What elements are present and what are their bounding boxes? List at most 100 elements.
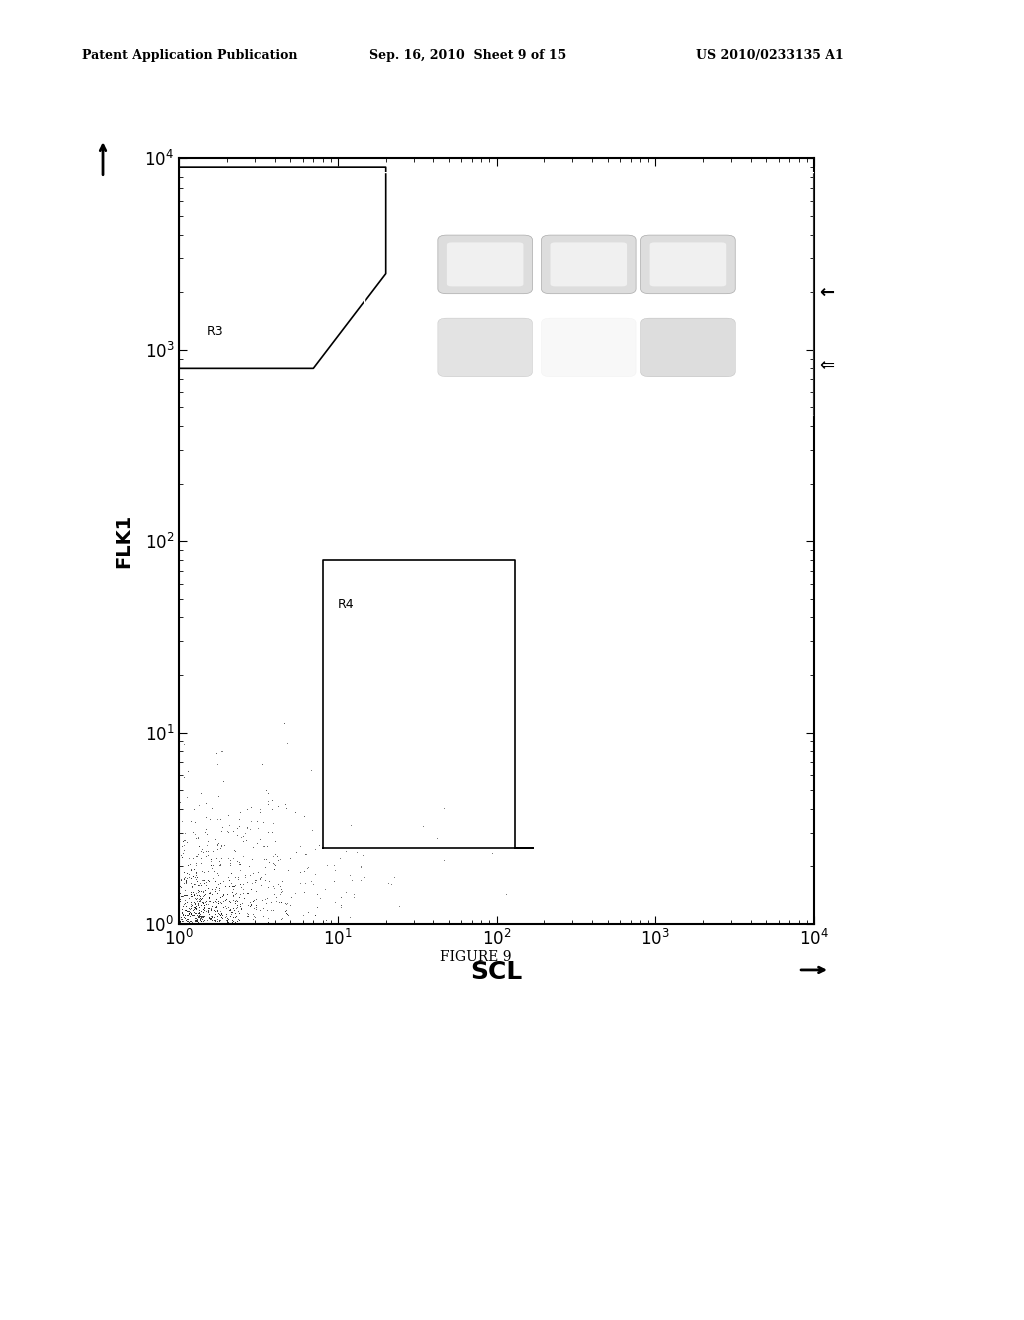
Point <box>205 913 221 935</box>
Point <box>171 876 187 898</box>
Point <box>171 888 187 909</box>
Point <box>171 913 187 935</box>
Point <box>172 908 188 929</box>
Point <box>171 913 187 935</box>
Point <box>171 913 187 935</box>
Point <box>171 879 187 900</box>
Point <box>171 913 187 935</box>
Point <box>188 913 205 935</box>
Point <box>252 913 268 935</box>
Point <box>171 913 187 935</box>
Point <box>256 913 272 935</box>
Point <box>203 913 219 935</box>
Point <box>175 913 191 935</box>
Point <box>211 913 227 935</box>
Point <box>248 913 264 935</box>
Point <box>230 913 247 935</box>
Point <box>179 913 196 935</box>
Point <box>171 913 187 935</box>
Point <box>171 913 187 935</box>
Point <box>207 913 223 935</box>
Point <box>442 913 459 935</box>
Point <box>189 913 206 935</box>
Point <box>171 913 187 935</box>
Point <box>223 913 240 935</box>
Point <box>171 913 187 935</box>
Point <box>171 895 187 916</box>
Point <box>269 845 286 866</box>
Point <box>171 913 187 935</box>
Point <box>217 913 233 935</box>
Point <box>180 913 197 935</box>
Point <box>211 913 227 935</box>
Point <box>171 913 187 935</box>
Point <box>204 896 220 917</box>
Point <box>199 913 215 935</box>
Point <box>210 913 226 935</box>
Point <box>252 913 268 935</box>
Point <box>179 913 196 935</box>
Point <box>176 906 193 927</box>
Point <box>171 913 187 935</box>
Point <box>171 913 187 935</box>
Point <box>260 913 276 935</box>
Point <box>171 913 187 935</box>
Point <box>171 913 187 935</box>
Point <box>184 913 201 935</box>
Point <box>188 884 205 906</box>
Point <box>195 913 211 935</box>
Point <box>171 913 187 935</box>
Point <box>190 913 207 935</box>
Point <box>171 913 187 935</box>
Point <box>193 907 209 928</box>
Point <box>198 807 214 828</box>
Point <box>189 909 206 931</box>
Point <box>188 913 205 935</box>
Point <box>202 913 218 935</box>
Point <box>175 913 191 935</box>
Point <box>171 913 187 935</box>
Point <box>171 913 187 935</box>
Point <box>171 913 187 935</box>
Point <box>239 902 255 923</box>
Point <box>223 875 240 896</box>
Point <box>171 913 187 935</box>
Point <box>171 883 187 904</box>
Point <box>171 913 187 935</box>
Point <box>171 913 187 935</box>
Point <box>212 913 228 935</box>
Point <box>204 913 220 935</box>
Point <box>234 913 251 935</box>
Point <box>171 913 187 935</box>
Point <box>171 913 187 935</box>
Point <box>185 913 202 935</box>
Point <box>171 851 187 873</box>
Point <box>195 892 211 913</box>
Point <box>187 913 204 935</box>
Point <box>171 899 187 920</box>
Point <box>171 913 187 935</box>
Point <box>191 913 208 935</box>
Point <box>171 913 187 935</box>
Point <box>171 913 187 935</box>
Point <box>171 913 187 935</box>
Point <box>171 913 187 935</box>
Point <box>213 913 229 935</box>
Point <box>282 895 298 916</box>
Point <box>171 913 187 935</box>
Point <box>171 913 187 935</box>
Point <box>200 913 216 935</box>
Point <box>231 913 248 935</box>
Point <box>171 913 187 935</box>
Point <box>193 913 209 935</box>
Point <box>171 913 187 935</box>
Point <box>182 913 199 935</box>
Point <box>171 913 187 935</box>
Point <box>179 913 196 935</box>
Point <box>171 913 187 935</box>
Point <box>171 883 187 904</box>
Point <box>171 913 187 935</box>
Point <box>233 913 250 935</box>
Point <box>234 913 251 935</box>
Point <box>297 843 313 865</box>
